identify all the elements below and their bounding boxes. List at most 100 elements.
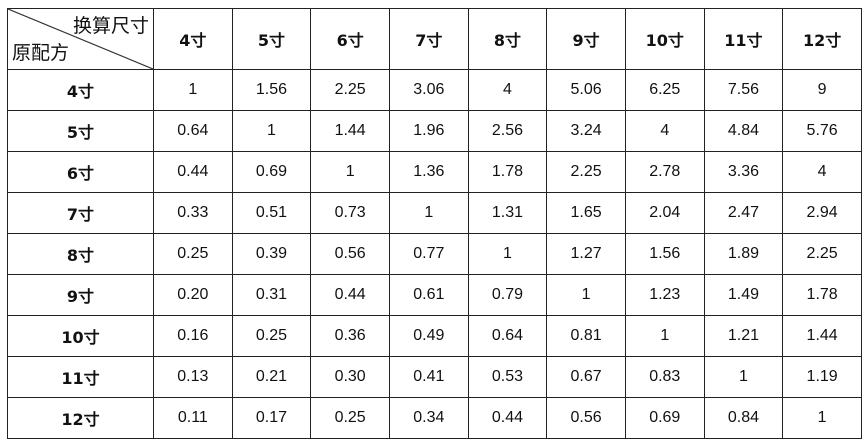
- table-row: 10寸 0.16 0.25 0.36 0.49 0.64 0.81 1 1.21 1.44: [7, 315, 862, 357]
- column-header: 12寸: [782, 8, 862, 70]
- ratio-cell: 0.67: [546, 356, 626, 398]
- ratio-cell: 0.33: [153, 192, 233, 234]
- table-row: 5寸 0.64 1 1.44 1.96 2.56 3.24 4 4.84 5.76: [7, 110, 862, 152]
- ratio-cell: 1.89: [703, 233, 784, 275]
- ratio-cell: 1.21: [703, 315, 784, 357]
- ratio-cell: 1: [153, 69, 233, 111]
- ratio-cell: 0.77: [388, 233, 469, 275]
- ratio-cell: 1.49: [703, 274, 784, 316]
- ratio-cell: 9: [782, 69, 862, 111]
- ratio-cell: 0.69: [624, 397, 705, 439]
- ratio-cell: 3.24: [546, 110, 626, 152]
- table-row: 4寸 1 1.56 2.25 3.06 4 5.06 6.25 7.56 9: [7, 69, 862, 111]
- ratio-cell: 1.36: [388, 151, 469, 193]
- ratio-cell: 1.78: [782, 274, 862, 316]
- ratio-cell: 2.25: [546, 151, 626, 193]
- ratio-cell: 0.64: [153, 110, 233, 152]
- ratio-cell: 0.49: [388, 315, 469, 357]
- ratio-cell: 0.31: [231, 274, 312, 316]
- ratio-cell: 2.25: [310, 69, 390, 111]
- ratio-cell: 0.25: [153, 233, 233, 275]
- column-header: 11寸: [703, 8, 784, 70]
- diagonal-divider: [8, 9, 153, 69]
- ratio-cell: 0.25: [231, 315, 312, 357]
- column-header: 7寸: [388, 8, 469, 70]
- corner-header-cell: 换算尺寸 原配方: [7, 8, 154, 70]
- column-header: 5寸: [231, 8, 312, 70]
- ratio-cell: 0.56: [310, 233, 390, 275]
- ratio-cell: 4: [782, 151, 862, 193]
- column-header: 4寸: [153, 8, 233, 70]
- ratio-cell: 1.65: [546, 192, 626, 234]
- column-header: 10寸: [624, 8, 705, 70]
- ratio-cell: 7.56: [703, 69, 784, 111]
- ratio-cell: 1.23: [624, 274, 705, 316]
- ratio-cell: 1.78: [467, 151, 548, 193]
- ratio-cell: 0.73: [310, 192, 390, 234]
- ratio-cell: 2.25: [782, 233, 862, 275]
- row-header: 5寸: [7, 110, 154, 152]
- ratio-cell: 1.27: [546, 233, 626, 275]
- ratio-cell: 1: [703, 356, 784, 398]
- row-header: 12寸: [7, 397, 154, 439]
- table-row: 11寸 0.13 0.21 0.30 0.41 0.53 0.67 0.83 1 1.19: [7, 356, 862, 398]
- ratio-cell: 1: [231, 110, 312, 152]
- ratio-cell: 3.06: [388, 69, 469, 111]
- column-header: 6寸: [310, 8, 390, 70]
- ratio-cell: 1.44: [310, 110, 390, 152]
- ratio-cell: 0.41: [388, 356, 469, 398]
- ratio-cell: 0.51: [231, 192, 312, 234]
- ratio-cell: 0.81: [546, 315, 626, 357]
- ratio-cell: 2.78: [624, 151, 705, 193]
- ratio-cell: 1: [782, 397, 862, 439]
- ratio-cell: 0.39: [231, 233, 312, 275]
- row-header: 11寸: [7, 356, 154, 398]
- ratio-cell: 0.44: [467, 397, 548, 439]
- ratio-cell: 1: [546, 274, 626, 316]
- ratio-cell: 0.79: [467, 274, 548, 316]
- ratio-cell: 5.06: [546, 69, 626, 111]
- ratio-cell: 6.25: [624, 69, 705, 111]
- size-conversion-table: 换算尺寸 原配方 4寸 5寸 6寸 7寸 8寸 9寸 10寸 11寸 12寸 4寸 1 1.56 2.…: [7, 8, 862, 439]
- ratio-cell: 0.25: [310, 397, 390, 439]
- ratio-cell: 0.36: [310, 315, 390, 357]
- original-recipe-label: 原配方: [12, 42, 70, 64]
- ratio-cell: 5.76: [782, 110, 862, 152]
- ratio-cell: 1.96: [388, 110, 469, 152]
- column-header: 9寸: [546, 8, 626, 70]
- ratio-cell: 0.56: [546, 397, 626, 439]
- ratio-cell: 0.64: [467, 315, 548, 357]
- ratio-cell: 0.11: [153, 397, 233, 439]
- table-row: 9寸 0.20 0.31 0.44 0.61 0.79 1 1.23 1.49 1.78: [7, 274, 862, 316]
- ratio-cell: 0.44: [310, 274, 390, 316]
- row-header: 9寸: [7, 274, 154, 316]
- ratio-cell: 0.21: [231, 356, 312, 398]
- table-row: 7寸 0.33 0.51 0.73 1 1.31 1.65 2.04 2.47 2.94: [7, 192, 862, 234]
- ratio-cell: 1: [467, 233, 548, 275]
- ratio-cell: 0.44: [153, 151, 233, 193]
- ratio-cell: 1.56: [624, 233, 705, 275]
- ratio-cell: 2.94: [782, 192, 862, 234]
- ratio-cell: 1.44: [782, 315, 862, 357]
- ratio-cell: 0.34: [388, 397, 469, 439]
- ratio-cell: 4.84: [703, 110, 784, 152]
- row-header: 7寸: [7, 192, 154, 234]
- ratio-cell: 1: [388, 192, 469, 234]
- ratio-cell: 4: [624, 110, 705, 152]
- header-row: 换算尺寸 原配方 4寸 5寸 6寸 7寸 8寸 9寸 10寸 11寸 12寸: [7, 8, 862, 70]
- table-row: 12寸 0.11 0.17 0.25 0.34 0.44 0.56 0.69 0.84 1: [7, 397, 862, 439]
- converted-size-label: 换算尺寸: [72, 15, 149, 37]
- ratio-cell: 1.56: [231, 69, 312, 111]
- ratio-cell: 0.16: [153, 315, 233, 357]
- ratio-cell: 1.31: [467, 192, 548, 234]
- ratio-cell: 0.13: [153, 356, 233, 398]
- table-row: 8寸 0.25 0.39 0.56 0.77 1 1.27 1.56 1.89 2.25: [7, 233, 862, 275]
- ratio-cell: 2.04: [624, 192, 705, 234]
- ratio-cell: 0.83: [624, 356, 705, 398]
- ratio-cell: 1: [310, 151, 390, 193]
- ratio-cell: 4: [467, 69, 548, 111]
- ratio-cell: 0.69: [231, 151, 312, 193]
- table-row: 6寸 0.44 0.69 1 1.36 1.78 2.25 2.78 3.36 4: [7, 151, 862, 193]
- ratio-cell: 0.84: [703, 397, 784, 439]
- row-header: 6寸: [7, 151, 154, 193]
